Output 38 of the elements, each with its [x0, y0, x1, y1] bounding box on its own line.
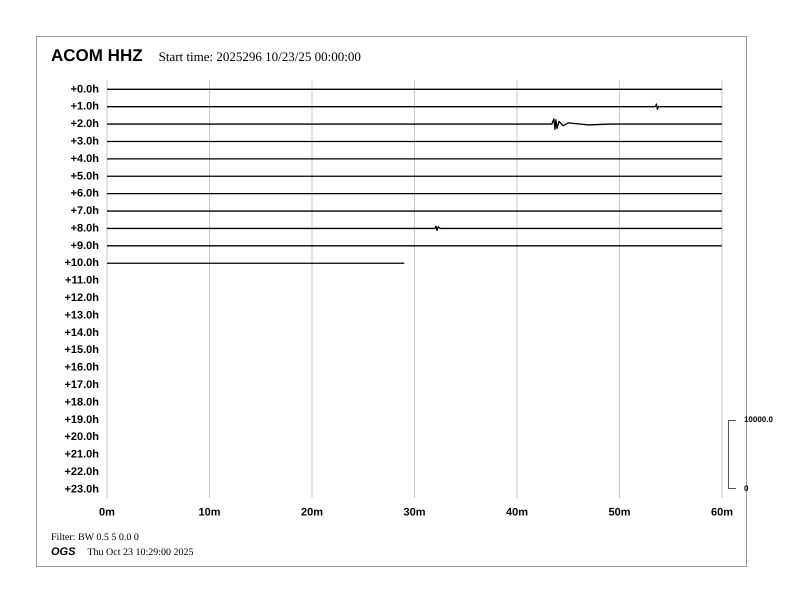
text: Filter: BW 0.5 5 0.0 0	[51, 531, 140, 545]
y-tick-label: +7.0h	[70, 205, 100, 218]
y-tick-label: +14.0h	[64, 326, 100, 339]
y-tick-label: +15.0h	[64, 344, 100, 356]
x-tick-label: 0m	[99, 506, 116, 519]
y-tick-label: +0.0h	[70, 83, 100, 96]
text: Thu Oct 23 10:29:00 2025	[87, 547, 194, 558]
y-tick-label: +21.0h	[64, 448, 100, 461]
y-tick-label: +19.0h	[64, 414, 100, 426]
y-tick-label: +12.0h	[64, 292, 100, 304]
y-tick-label: +8.0h	[70, 222, 100, 234]
chart-subtitle: Start time: 2025296 10/23/25 00:00:00	[158, 49, 361, 64]
x-tick-label: 40m	[506, 506, 528, 519]
y-tick-label: +13.0h	[64, 309, 100, 322]
y-tick-label: +1.0h	[70, 100, 100, 113]
y-tick-label: +2.0h	[70, 118, 100, 130]
text: OGS	[51, 546, 76, 558]
x-tick-label: 50m	[608, 506, 631, 519]
y-tick-label: +3.0h	[70, 136, 100, 148]
text: 0	[744, 484, 748, 494]
x-tick-label: 10m	[198, 506, 221, 519]
y-tick-label: +9.0h	[70, 240, 100, 252]
y-tick-label: +6.0h	[70, 188, 100, 200]
y-tick-label: +20.0h	[64, 431, 100, 444]
text: 10000.0	[744, 414, 773, 425]
y-tick-label: +10.0h	[64, 257, 100, 270]
y-tick-label: +18.0h	[64, 396, 100, 408]
y-tick-label: +22.0h	[64, 466, 100, 478]
y-tick-label: +23.0h	[64, 483, 100, 496]
x-tick-label: 60m	[710, 506, 734, 519]
x-tick-label: 30m	[403, 506, 426, 519]
x-tick-label: 20m	[300, 506, 324, 519]
y-tick-label: +5.0h	[70, 170, 100, 182]
y-tick-label: +4.0h	[70, 152, 100, 165]
y-tick-label: +11.0h	[65, 274, 100, 287]
y-tick-label: +16.0h	[64, 362, 100, 374]
y-tick-label: +17.0h	[64, 378, 100, 391]
chart-title: ACOM HHZ	[51, 46, 143, 65]
